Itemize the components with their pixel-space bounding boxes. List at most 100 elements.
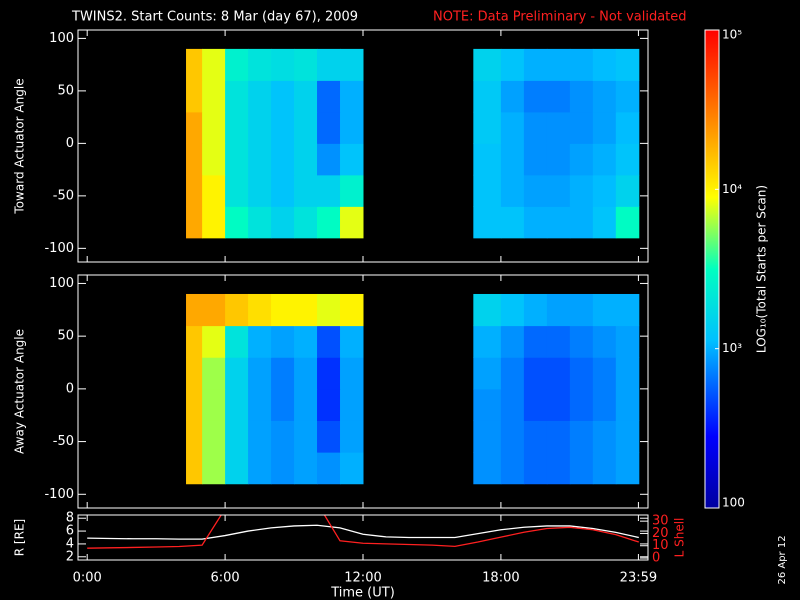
heat-cell [202,174,226,207]
heat-cell [186,174,203,207]
y2-axis-label: L Shell [673,518,687,558]
heat-cell [317,143,341,176]
heat-cell [248,111,272,144]
heat-cell [248,143,272,176]
heat-cell [248,206,272,239]
y-tick-label: 50 [57,83,74,98]
heat-cell [248,293,272,327]
colorbar-tick-label: 10³ [722,341,742,355]
heat-cell [546,48,571,81]
heat-cell [546,325,571,358]
heat-cell [225,143,249,176]
heat-cell [592,388,617,421]
heat-cell [615,111,640,144]
heat-cell [473,293,502,327]
heat-cell [340,48,364,81]
heat-cell [592,293,617,327]
heat-cell [317,48,341,81]
heat-cell [500,206,525,239]
heat-cell [271,80,295,113]
y-tick-label: -100 [44,487,74,502]
heat-cell [248,174,272,207]
heat-cell [202,80,226,113]
heat-cell [615,388,640,421]
heat-cell [340,174,364,207]
heat-cell [248,357,272,390]
heat-cell [615,452,640,485]
heat-cell [294,293,318,327]
heat-cell [294,143,318,176]
y-tick-label: 20 [652,526,669,541]
heat-cell [569,80,594,113]
heat-cell [317,80,341,113]
heat-cell [523,293,548,327]
heat-cell [248,388,272,421]
heat-cell [615,143,640,176]
heat-cell [615,420,640,453]
heat-cell [225,357,249,390]
heat-cell [340,80,364,113]
heat-cell [523,80,548,113]
heat-cell [500,452,525,485]
y-axis-label: Toward Actuator Angle [13,78,27,214]
note: NOTE: Data Preliminary - Not validated [433,10,687,25]
y-tick-label: -100 [44,241,74,256]
heat-cell [546,80,571,113]
heat-cell [202,293,226,327]
heat-cell [294,174,318,207]
heat-cell [186,111,203,144]
heat-cell [473,206,502,239]
heat-cell [271,452,295,485]
heat-cell [317,357,341,390]
heat-cell [271,143,295,176]
heat-cell [569,420,594,453]
y-tick-label: 50 [57,329,74,344]
heat-cell [294,357,318,390]
heat-cell [500,325,525,358]
heat-cell [225,293,249,327]
heat-cell [569,143,594,176]
y-axis-label: R [RE] [13,519,27,556]
heat-cell [473,48,502,81]
heat-cell [500,80,525,113]
heat-cell [186,143,203,176]
heat-cell [294,325,318,358]
heat-cell [615,325,640,358]
heat-cell [248,325,272,358]
x-tick-label: 0:00 [73,571,102,586]
heat-cell [592,48,617,81]
heat-cell [523,452,548,485]
heat-cell [592,111,617,144]
heat-cell [340,143,364,176]
heat-cell [340,325,364,358]
heat-cell [546,452,571,485]
heat-cell [317,420,341,453]
heat-cell [294,452,318,485]
heat-cell [317,111,341,144]
heat-cell [523,388,548,421]
y-tick-label: 30 [652,514,669,529]
heat-cell [523,48,548,81]
heat-cell [340,452,364,485]
heat-cell [317,325,341,358]
heat-cell [523,325,548,358]
heat-cell [317,388,341,421]
heat-cell [186,357,203,390]
heat-cell [271,325,295,358]
series-line [87,515,640,549]
colorbar-tick-label: 10⁴ [722,182,742,196]
heat-cell [225,452,249,485]
heat-cell [317,452,341,485]
heat-cell [340,420,364,453]
heat-cell [473,143,502,176]
heat-cell [473,388,502,421]
heat-cell [473,325,502,358]
heat-cell [202,48,226,81]
y-axis-label: Away Actuator Angle [13,329,27,454]
heat-cell [500,293,525,327]
heat-cell [225,111,249,144]
heat-cell [569,206,594,239]
heat-cell [546,357,571,390]
title: TWINS2. Start Counts: 8 Mar (day 67), 20… [71,10,358,25]
